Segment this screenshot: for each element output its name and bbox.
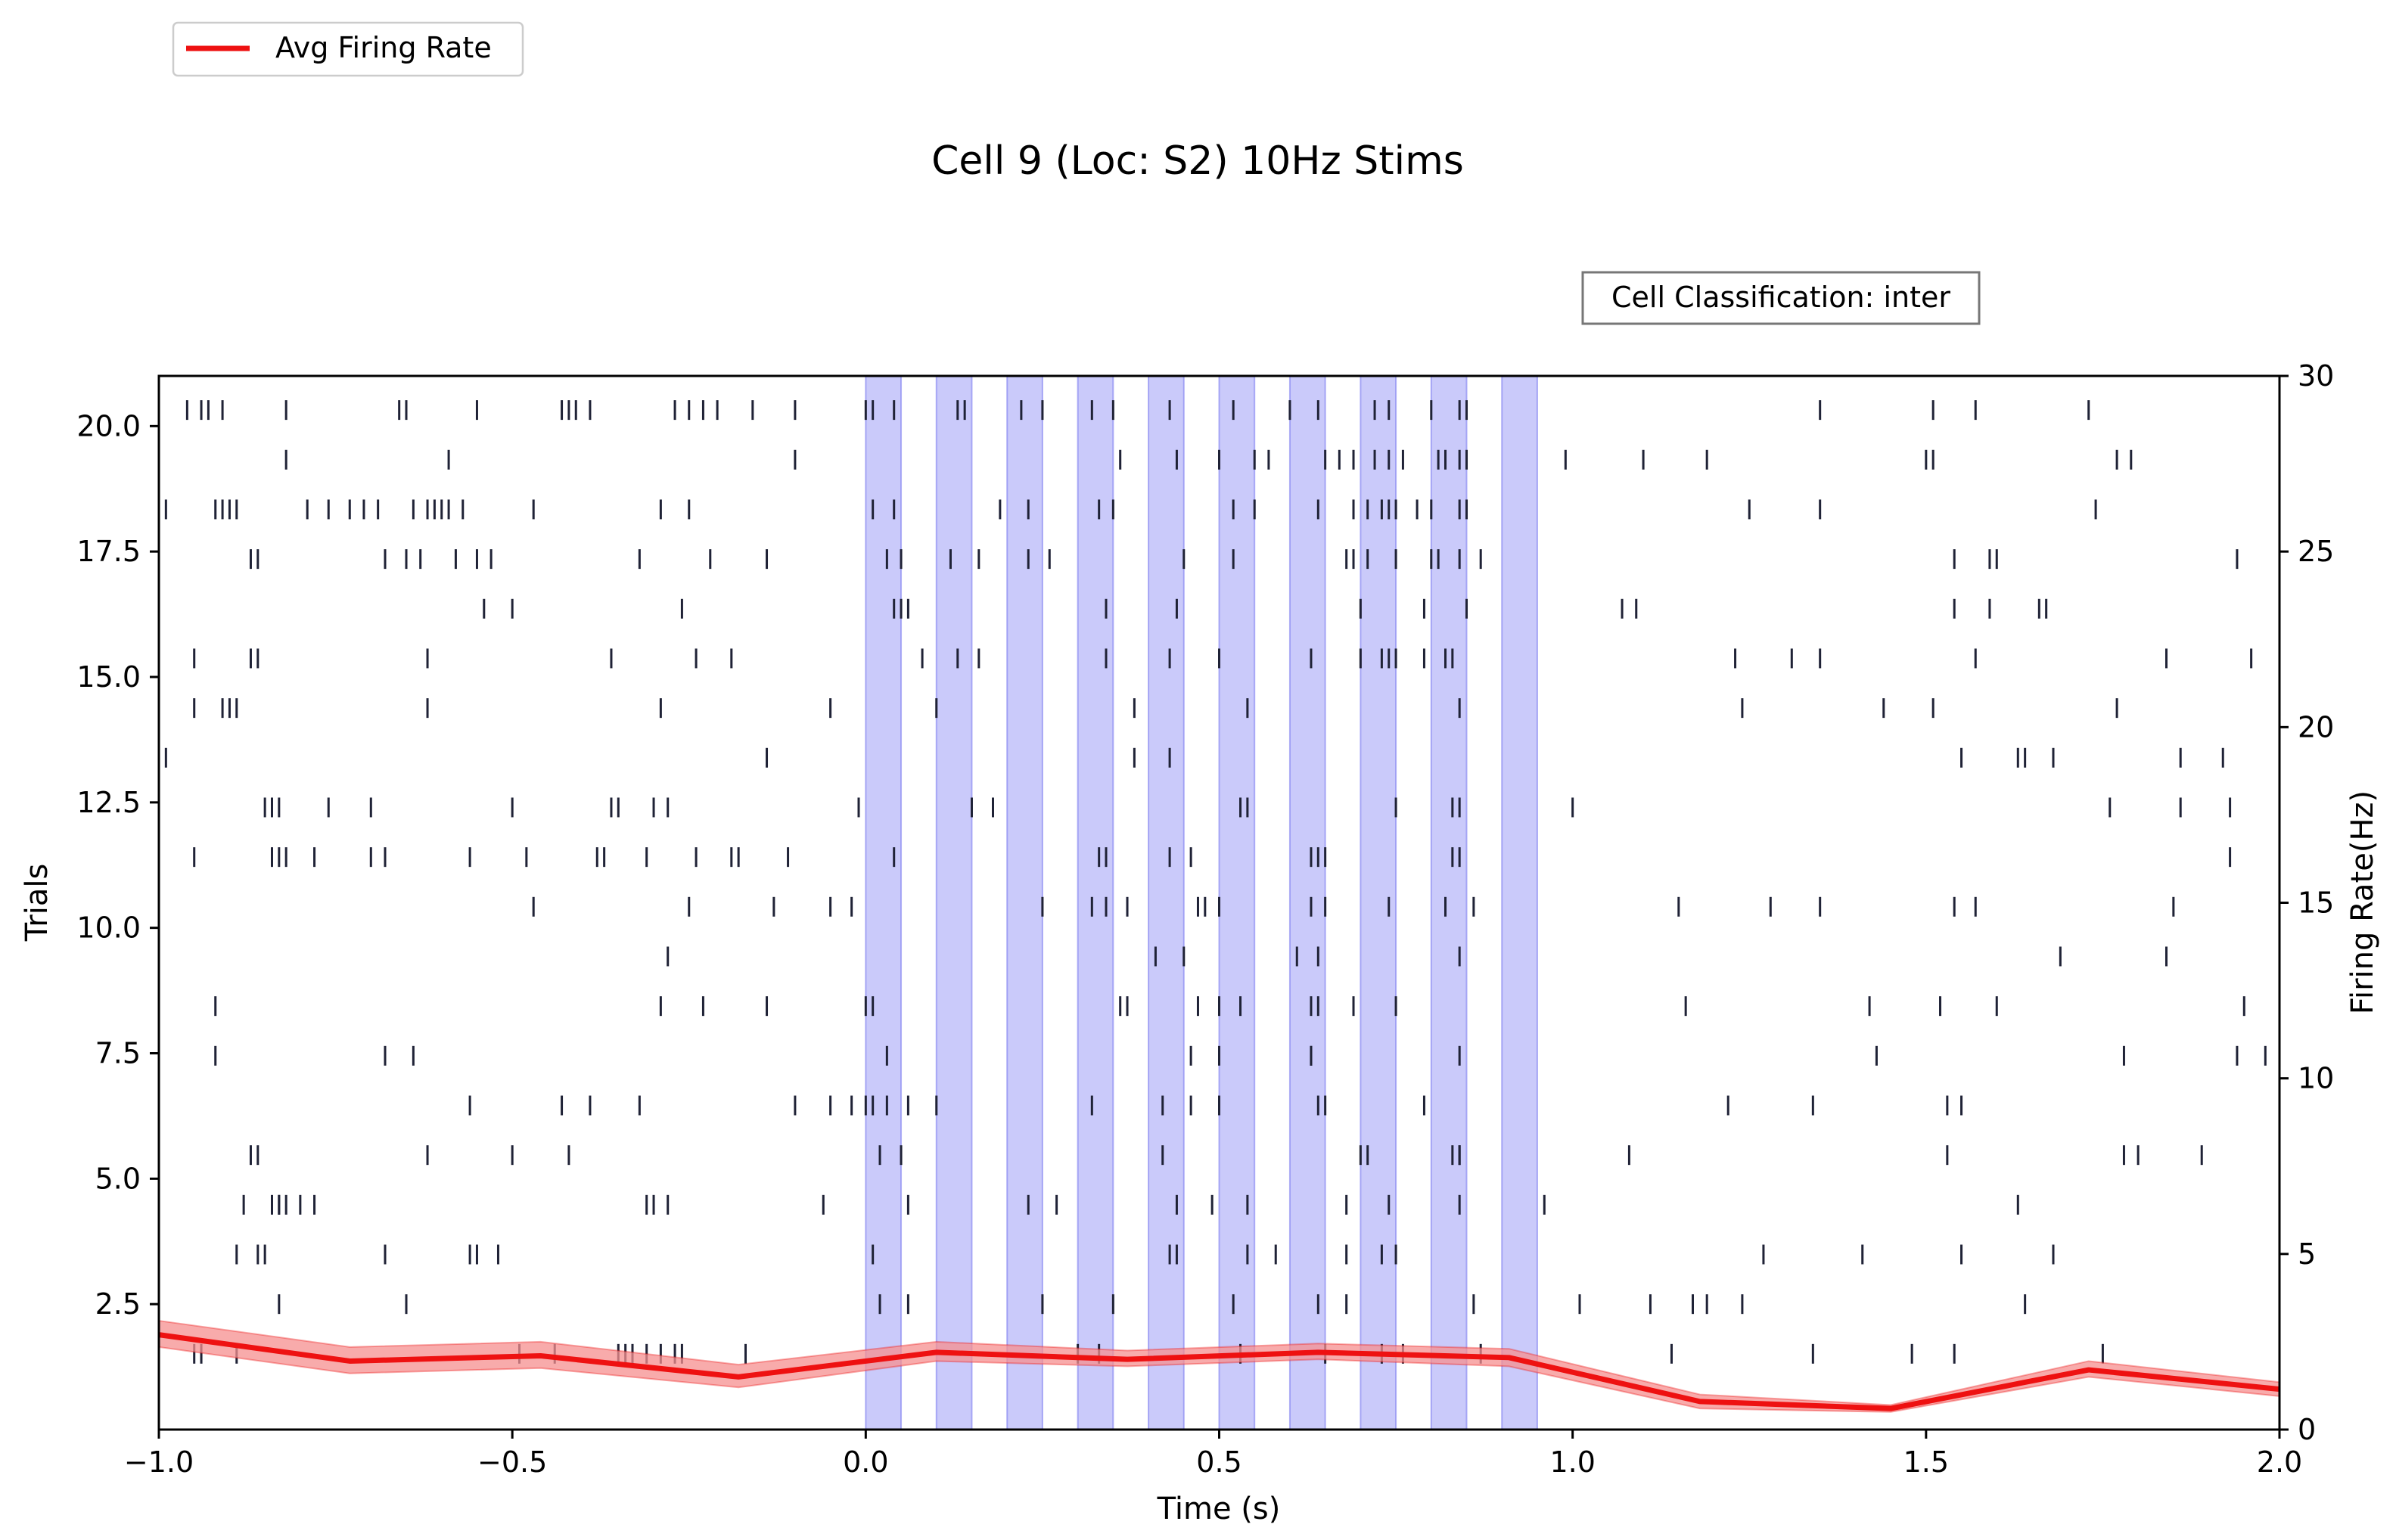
x-axis-label: Time (s) xyxy=(1157,1492,1281,1526)
classification-label: Cell Classification: inter xyxy=(1611,281,1950,314)
stim-window-8 xyxy=(1360,375,1397,1430)
stim-window-9 xyxy=(1430,375,1468,1430)
chart-title: Cell 9 (Loc: S2) 10Hz Stims xyxy=(931,138,1464,184)
y-tick-label: 2.5 xyxy=(95,1287,141,1321)
stim-window-10 xyxy=(1501,375,1538,1430)
right-y-tick-label: 0 xyxy=(2298,1413,2316,1446)
y-tick-label: 10.0 xyxy=(76,911,141,945)
x-tick-label: 0.5 xyxy=(1196,1445,1242,1479)
y-tick-label: 20.0 xyxy=(76,409,141,442)
right-y-axis-ticks: 0 5 10 15 20 25 30 xyxy=(2279,359,2334,1446)
right-y-axis-label: Firing Rate(Hz) xyxy=(2345,790,2380,1014)
right-y-tick-label: 30 xyxy=(2298,359,2334,393)
classification-box xyxy=(1581,271,1981,325)
x-tick-label: 0.0 xyxy=(843,1445,888,1479)
stim-window-7 xyxy=(1288,375,1326,1430)
stim-window-6 xyxy=(1218,375,1256,1430)
y-axis-ticks: 2.5 5.0 7.5 10.0 12.5 15.0 17.5 20.0 xyxy=(76,409,159,1321)
stim-window-1 xyxy=(865,375,903,1430)
right-y-tick-label: 20 xyxy=(2298,710,2334,744)
firing-rate-line xyxy=(158,1332,2280,1411)
x-tick-label: −1.0 xyxy=(124,1445,194,1479)
stim-window-5 xyxy=(1148,375,1185,1430)
right-y-tick-label: 25 xyxy=(2298,535,2334,568)
classification-annotation: Cell Classification: inter xyxy=(1581,271,1981,325)
y-tick-label: 12.5 xyxy=(76,786,141,819)
legend: Avg Firing Rate xyxy=(172,21,524,77)
right-y-tick-label: 15 xyxy=(2298,886,2334,920)
y-tick-label: 15.0 xyxy=(76,660,141,694)
stim-window-3 xyxy=(1006,375,1043,1430)
x-tick-label: −0.5 xyxy=(477,1445,547,1479)
legend-frame xyxy=(172,21,524,77)
y-axis-label: Trials xyxy=(20,864,54,942)
y-tick-label: 5.0 xyxy=(95,1162,141,1195)
y-tick-label: 7.5 xyxy=(95,1037,141,1070)
spike-raster xyxy=(164,400,2267,1364)
legend-label-avg-firing-rate: Avg Firing Rate xyxy=(275,31,492,64)
stim-window-4 xyxy=(1077,375,1114,1430)
x-tick-label: 1.5 xyxy=(1903,1445,1949,1479)
right-y-tick-label: 5 xyxy=(2298,1237,2316,1271)
x-tick-label: 2.0 xyxy=(2257,1445,2302,1479)
x-tick-label: 1.0 xyxy=(1549,1445,1595,1479)
y-tick-label: 17.5 xyxy=(76,535,141,568)
right-y-tick-label: 10 xyxy=(2298,1062,2334,1095)
stim-window-2 xyxy=(935,375,973,1430)
x-axis-ticks: −1.0 −0.5 0.0 0.5 1.0 1.5 2.0 xyxy=(124,1430,2302,1479)
